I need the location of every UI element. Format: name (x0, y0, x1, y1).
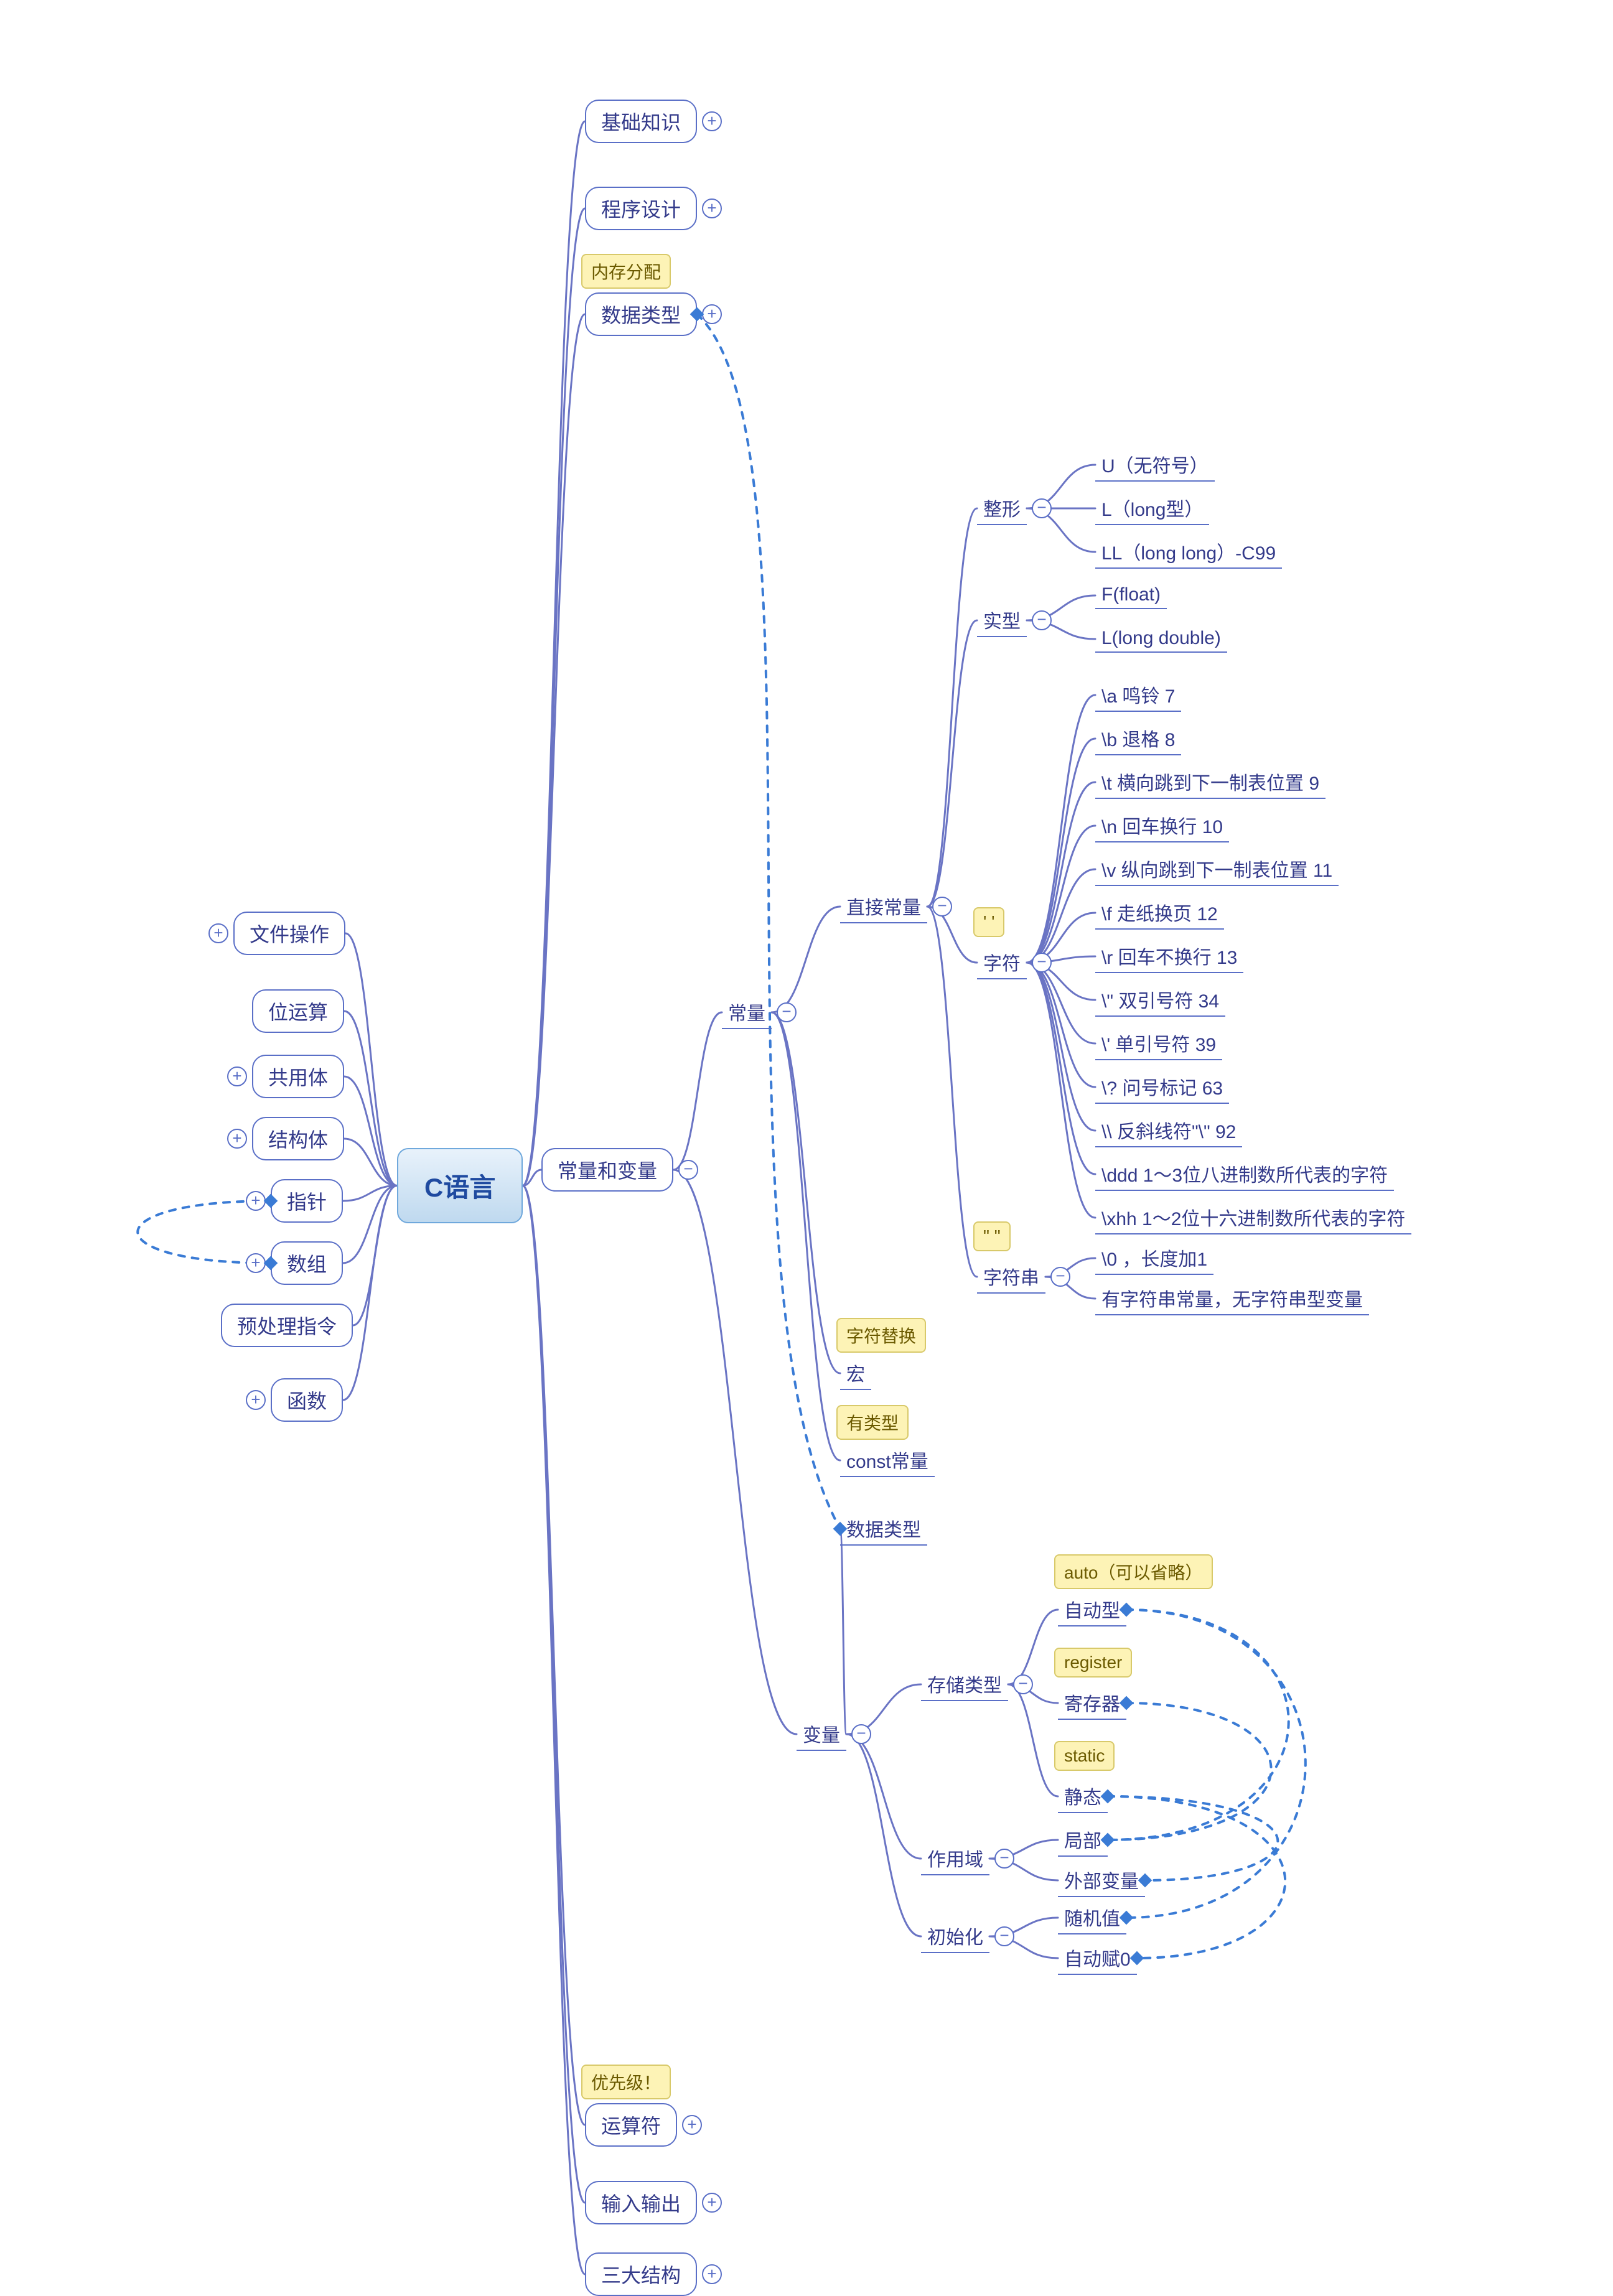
toggle-n-op[interactable]: + (682, 2115, 702, 2135)
node-n-prep[interactable]: 预处理指令 (221, 1304, 353, 1347)
node-l-n: \n 回车换行 10 (1095, 809, 1229, 842)
toggle-n-direct[interactable]: − (932, 897, 952, 917)
toggle-n-arr[interactable]: + (246, 1253, 266, 1273)
node-n-macro[interactable]: 宏 (840, 1356, 871, 1390)
toggle-n-union[interactable]: + (227, 1066, 247, 1086)
toggle-n-prog[interactable]: + (702, 198, 722, 218)
callout-n-data: 内存分配 (581, 254, 671, 289)
node-n-io[interactable]: 输入输出 (585, 2181, 697, 2224)
toggle-n-const[interactable]: − (777, 1002, 797, 1022)
node-n-str[interactable]: 字符串 (977, 1260, 1045, 1294)
toggle-n-scope[interactable]: − (994, 1849, 1014, 1869)
node-n-bit[interactable]: 位运算 (252, 989, 344, 1033)
node-l-u: U（无符号） (1095, 448, 1215, 482)
node-l-s0: \0 ，长度加1 (1095, 1241, 1213, 1275)
node-l-bs: \\ 反斜线符"\" 92 (1095, 1114, 1242, 1147)
node-l-reg: 寄存器 (1058, 1686, 1126, 1720)
node-n-constvar[interactable]: 常量和变量 (541, 1148, 673, 1192)
node-l-ddd: \ddd 1～3位八进制数所代表的字符 (1095, 1157, 1394, 1191)
node-n-func[interactable]: 函数 (271, 1378, 343, 1422)
toggle-n-storage[interactable]: − (1013, 1674, 1033, 1694)
node-n-struct[interactable]: 结构体 (252, 1117, 344, 1160)
node-l-v: \v 纵向跳到下一制表位置 11 (1095, 852, 1339, 886)
node-l-l: L（long型） (1095, 492, 1209, 525)
node-n-char[interactable]: 字符 (977, 946, 1027, 979)
node-l-xhh: \xhh 1～2位十六进制数所代表的字符 (1095, 1201, 1411, 1234)
node-n-direct[interactable]: 直接常量 (840, 890, 927, 923)
callout-l-auto: auto（可以省略） (1054, 1554, 1213, 1589)
node-n-real[interactable]: 实型 (977, 604, 1027, 637)
node-n-var[interactable]: 变量 (797, 1717, 846, 1751)
callout-n-macro: 字符替换 (836, 1318, 926, 1353)
node-l-ld: L(long double) (1095, 625, 1227, 653)
toggle-n-data[interactable]: + (702, 304, 722, 324)
node-n-basic[interactable]: 基础知识 (585, 100, 697, 143)
toggle-n-func[interactable]: + (246, 1390, 266, 1410)
callout-n-op: 优先级！ (581, 2065, 671, 2099)
node-l-ext: 外部变量 (1058, 1864, 1145, 1897)
callout-l-reg: register (1054, 1648, 1132, 1678)
callout-n-char: ' ' (973, 907, 1004, 937)
node-l-auto: 自动型 (1058, 1593, 1126, 1626)
node-n-init[interactable]: 初始化 (921, 1920, 989, 1953)
callout-n-constk: 有类型 (836, 1405, 909, 1440)
node-l-q: \? 问号标记 63 (1095, 1070, 1229, 1104)
node-n-struct3[interactable]: 三大结构 (585, 2252, 697, 2296)
node-n-file[interactable]: 文件操作 (233, 912, 345, 955)
node-l-rand: 随机值 (1058, 1901, 1126, 1934)
toggle-n-struct[interactable]: + (227, 1129, 247, 1149)
toggle-n-var[interactable]: − (851, 1724, 871, 1744)
node-n-storage[interactable]: 存储类型 (921, 1668, 1008, 1701)
toggle-n-char[interactable]: − (1032, 953, 1052, 973)
toggle-n-real[interactable]: − (1032, 610, 1052, 630)
toggle-n-basic[interactable]: + (702, 111, 722, 131)
node-l-t: \t 横向跳到下一制表位置 9 (1095, 765, 1325, 799)
node-n-prog[interactable]: 程序设计 (585, 187, 697, 230)
node-l-f: F(float) (1095, 582, 1167, 609)
node-l-b: \b 退格 8 (1095, 722, 1181, 755)
node-l-a: \a 鸣铃 7 (1095, 678, 1181, 712)
toggle-n-init[interactable]: − (994, 1926, 1014, 1946)
node-l-r: \r 回车不换行 13 (1095, 940, 1243, 973)
node-n-ptr[interactable]: 指针 (271, 1179, 343, 1223)
node-n-arr[interactable]: 数组 (271, 1241, 343, 1285)
toggle-n-ptr[interactable]: + (246, 1191, 266, 1211)
node-l-zero: 自动赋0 (1058, 1941, 1137, 1975)
toggle-n-struct3[interactable]: + (702, 2264, 722, 2284)
node-n-datatype[interactable]: 数据类型 (840, 1512, 927, 1546)
node-l-ll: LL（long long）-C99 (1095, 535, 1282, 569)
toggle-n-constvar[interactable]: − (678, 1160, 698, 1180)
callout-l-static: static (1054, 1741, 1115, 1771)
node-root[interactable]: C语言 (397, 1148, 523, 1223)
callout-n-str: " " (973, 1221, 1011, 1251)
node-n-op[interactable]: 运算符 (585, 2103, 677, 2147)
node-n-data[interactable]: 数据类型 (585, 292, 697, 336)
node-l-s1: 有字符串常量，无字符串型变量 (1095, 1282, 1369, 1315)
node-l-ff: \f 走纸换页 12 (1095, 896, 1224, 930)
toggle-n-io[interactable]: + (702, 2193, 722, 2213)
node-n-constk[interactable]: const常量 (840, 1444, 935, 1477)
node-l-sq: \' 单引号符 39 (1095, 1027, 1222, 1060)
node-n-const[interactable]: 常量 (722, 996, 772, 1029)
node-n-scope[interactable]: 作用域 (921, 1842, 989, 1875)
node-n-union[interactable]: 共用体 (252, 1055, 344, 1098)
node-n-int[interactable]: 整形 (977, 492, 1027, 525)
toggle-n-str[interactable]: − (1050, 1267, 1070, 1287)
node-l-dq: \" 双引号符 34 (1095, 983, 1225, 1017)
toggle-n-file[interactable]: + (208, 923, 228, 943)
toggle-n-int[interactable]: − (1032, 498, 1052, 518)
